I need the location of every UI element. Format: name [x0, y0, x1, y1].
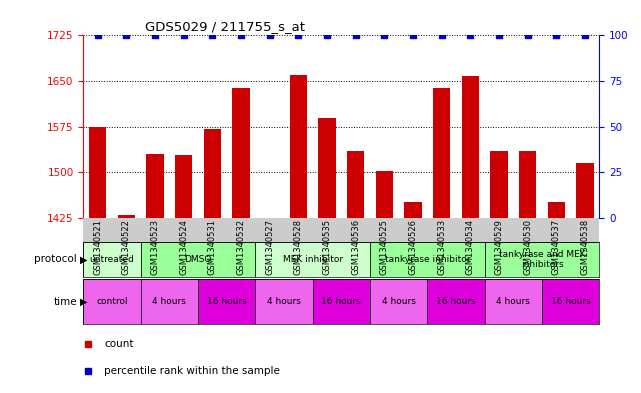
- Bar: [485, 279, 542, 324]
- Text: 16 hours: 16 hours: [436, 297, 476, 306]
- Bar: [542, 279, 599, 324]
- Point: [236, 32, 246, 39]
- Point: [437, 32, 447, 39]
- Bar: [547, 202, 565, 218]
- Bar: [313, 279, 370, 324]
- Text: GSM1340521: GSM1340521: [93, 219, 102, 275]
- Point: [465, 32, 476, 39]
- Text: GSM1340524: GSM1340524: [179, 219, 188, 275]
- Point: [580, 32, 590, 39]
- Bar: [233, 88, 249, 218]
- Bar: [255, 279, 313, 324]
- Text: GSM1340527: GSM1340527: [265, 219, 274, 275]
- Text: ▶: ▶: [80, 297, 88, 307]
- Bar: [576, 163, 594, 218]
- Text: GSM1340528: GSM1340528: [294, 219, 303, 275]
- Text: GSM1340522: GSM1340522: [122, 219, 131, 275]
- Text: 4 hours: 4 hours: [267, 297, 301, 306]
- Bar: [404, 202, 422, 218]
- Text: GSM1340532: GSM1340532: [237, 219, 246, 275]
- Bar: [83, 242, 140, 277]
- Bar: [347, 151, 364, 218]
- Bar: [255, 242, 370, 277]
- Bar: [140, 279, 198, 324]
- Text: 16 hours: 16 hours: [207, 297, 247, 306]
- Text: GDS5029 / 211755_s_at: GDS5029 / 211755_s_at: [146, 20, 305, 33]
- Text: count: count: [104, 339, 133, 349]
- Bar: [146, 154, 163, 218]
- Text: 16 hours: 16 hours: [551, 297, 590, 306]
- Bar: [290, 75, 307, 218]
- Text: GSM1340526: GSM1340526: [408, 219, 417, 275]
- Bar: [370, 279, 428, 324]
- Text: tankyrase and MEK
inhibitors: tankyrase and MEK inhibitors: [499, 250, 585, 269]
- Point: [408, 32, 418, 39]
- Text: ▶: ▶: [80, 254, 88, 264]
- Text: GSM1340535: GSM1340535: [322, 219, 331, 275]
- Point: [551, 32, 562, 39]
- Text: tankyrase inhibitor: tankyrase inhibitor: [385, 255, 470, 264]
- Point: [179, 32, 189, 39]
- Bar: [428, 279, 485, 324]
- Bar: [118, 215, 135, 218]
- Bar: [140, 242, 255, 277]
- Text: untreated: untreated: [90, 255, 135, 264]
- Text: 4 hours: 4 hours: [496, 297, 530, 306]
- Bar: [519, 151, 537, 218]
- Bar: [198, 279, 255, 324]
- Text: percentile rank within the sample: percentile rank within the sample: [104, 366, 280, 376]
- Text: GSM1340533: GSM1340533: [437, 219, 446, 275]
- Bar: [83, 279, 140, 324]
- Text: MEK inhibitor: MEK inhibitor: [283, 255, 343, 264]
- Point: [351, 32, 361, 39]
- Bar: [319, 118, 336, 218]
- Text: GSM1340529: GSM1340529: [494, 219, 503, 275]
- Text: GSM1340523: GSM1340523: [151, 219, 160, 275]
- Text: GSM1340525: GSM1340525: [380, 219, 389, 275]
- Point: [494, 32, 504, 39]
- Text: 4 hours: 4 hours: [153, 297, 187, 306]
- Point: [522, 32, 533, 39]
- Text: GSM1340537: GSM1340537: [552, 219, 561, 275]
- Text: GSM1340534: GSM1340534: [466, 219, 475, 275]
- Text: GSM1340538: GSM1340538: [581, 219, 590, 275]
- Point: [293, 32, 303, 39]
- Point: [379, 32, 390, 39]
- Bar: [490, 151, 508, 218]
- Point: [265, 32, 275, 39]
- Text: time: time: [53, 297, 77, 307]
- Bar: [89, 127, 106, 218]
- Text: 16 hours: 16 hours: [321, 297, 362, 306]
- Text: protocol: protocol: [34, 254, 77, 264]
- Bar: [204, 129, 221, 218]
- Text: GSM1340536: GSM1340536: [351, 219, 360, 275]
- Text: 4 hours: 4 hours: [382, 297, 415, 306]
- Text: GSM1340530: GSM1340530: [523, 219, 532, 275]
- Text: GSM1340531: GSM1340531: [208, 219, 217, 275]
- Bar: [433, 88, 450, 218]
- Point: [207, 32, 217, 39]
- Point: [150, 32, 160, 39]
- Point: [121, 32, 131, 39]
- Point: [92, 32, 103, 39]
- Text: control: control: [96, 297, 128, 306]
- Bar: [370, 242, 485, 277]
- Bar: [485, 242, 599, 277]
- Point: [322, 32, 332, 39]
- Bar: [175, 155, 192, 218]
- Bar: [376, 171, 393, 218]
- Bar: [462, 76, 479, 218]
- Text: DMSO: DMSO: [185, 255, 212, 264]
